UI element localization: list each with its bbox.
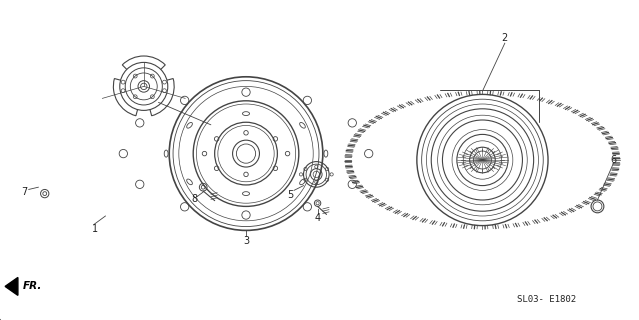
Text: 2: 2: [502, 33, 508, 44]
Polygon shape: [5, 277, 18, 295]
Text: SL03- E1802: SL03- E1802: [517, 295, 576, 304]
Text: 5: 5: [288, 190, 294, 200]
Wedge shape: [122, 56, 166, 86]
Text: 4: 4: [314, 213, 321, 223]
Wedge shape: [144, 78, 174, 116]
Text: FR.: FR.: [23, 281, 42, 292]
Text: 1: 1: [91, 224, 98, 234]
Text: 8: 8: [192, 194, 198, 204]
Text: 6: 6: [610, 155, 617, 165]
Text: 3: 3: [243, 236, 249, 246]
Wedge shape: [113, 78, 144, 116]
Circle shape: [119, 62, 168, 110]
Text: 7: 7: [21, 187, 27, 197]
